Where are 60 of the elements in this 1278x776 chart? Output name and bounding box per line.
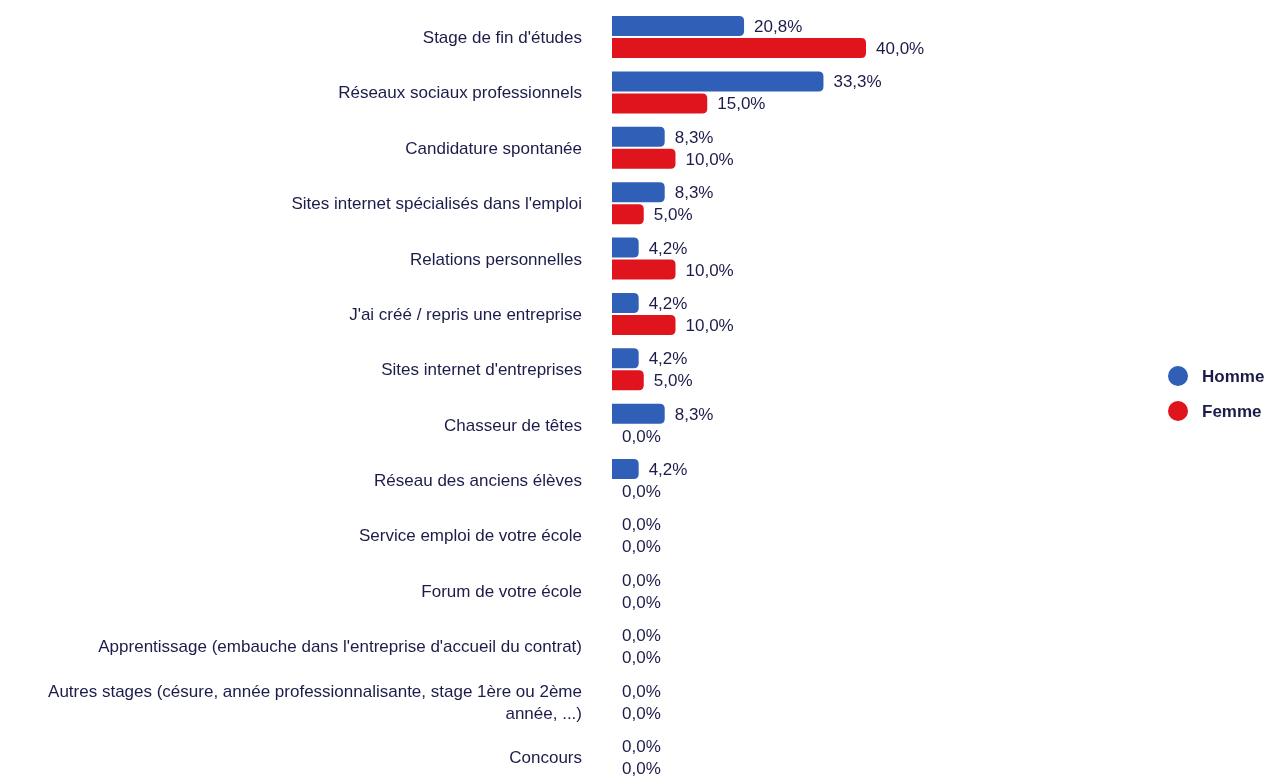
- data-label: 5,0%: [653, 371, 693, 391]
- y-tick-label: Autres stages (césure, année professionnalisante, stage 1ère ou 2ème année, ...): [48, 681, 582, 723]
- data-label: 0,0%: [622, 681, 661, 701]
- data-label: 10,0%: [685, 260, 734, 280]
- bar: [612, 292, 639, 313]
- data-label: 0,0%: [622, 737, 661, 756]
- data-label: 0,0%: [622, 759, 661, 776]
- bar: [612, 314, 676, 335]
- y-tick-label: Candidature spontanée: [405, 138, 582, 158]
- data-label: 40,0%: [876, 39, 925, 58]
- bar: [612, 348, 639, 369]
- data-label: 0,0%: [622, 537, 661, 557]
- bar: [612, 182, 665, 203]
- data-label: 0,0%: [622, 515, 661, 535]
- y-tick-label: Chasseur de têtes: [444, 415, 582, 435]
- data-label: 10,0%: [685, 315, 734, 335]
- data-label: 4,2%: [648, 349, 688, 369]
- y-tick-label: Apprentissage (embauche dans l'entreprise d'accueil du contrat): [98, 637, 582, 657]
- y-tick-label: Sites internet spécialisés dans l'emploi: [291, 194, 582, 214]
- bar: [612, 38, 866, 58]
- data-label: 8,3%: [674, 404, 714, 424]
- y-tick-label: Concours: [509, 748, 582, 767]
- data-label: 15,0%: [717, 94, 766, 114]
- legend-label: Femme: [1202, 402, 1262, 421]
- data-label: 8,3%: [674, 183, 714, 203]
- y-tick-label: Sites internet d'entreprises: [381, 360, 582, 380]
- data-label: 0,0%: [622, 703, 661, 723]
- y-tick-label: Service emploi de votre école: [358, 526, 582, 546]
- data-label: 0,0%: [622, 570, 661, 590]
- data-label: 10,0%: [685, 149, 734, 169]
- data-label: 0,0%: [622, 482, 661, 502]
- data-label: 0,0%: [622, 426, 661, 446]
- data-label: 0,0%: [622, 626, 661, 646]
- bar: [612, 403, 665, 424]
- y-tick-label: Réseau des anciens élèves: [374, 471, 582, 491]
- data-label: 0,0%: [622, 648, 661, 668]
- y-tick-label: Réseaux sociaux professionnels: [338, 83, 582, 103]
- data-label: 20,8%: [754, 17, 803, 36]
- data-label: 8,3%: [674, 127, 714, 147]
- data-label: 33,3%: [833, 72, 882, 92]
- bar: [612, 93, 708, 114]
- data-label: 0,0%: [622, 592, 661, 612]
- bar: [612, 370, 644, 391]
- bar: [612, 16, 745, 36]
- bar: [612, 204, 644, 225]
- bar: [612, 148, 676, 169]
- bar: [612, 259, 676, 280]
- legend-label: Homme: [1202, 367, 1265, 386]
- bar: [612, 126, 665, 147]
- bar: [612, 459, 639, 480]
- data-label: 4,2%: [648, 238, 688, 258]
- y-tick-label: J'ai créé / repris une entreprise: [349, 304, 582, 324]
- data-label: 4,2%: [648, 460, 688, 480]
- y-tick-label: Forum de votre école: [421, 581, 582, 601]
- data-label: 4,2%: [648, 293, 688, 313]
- y-tick-label: Relations personnelles: [410, 249, 582, 269]
- y-tick-label: Stage de fin d'études: [422, 28, 582, 47]
- data-label: 5,0%: [653, 205, 693, 225]
- bar: [612, 71, 824, 92]
- bar: [612, 237, 639, 258]
